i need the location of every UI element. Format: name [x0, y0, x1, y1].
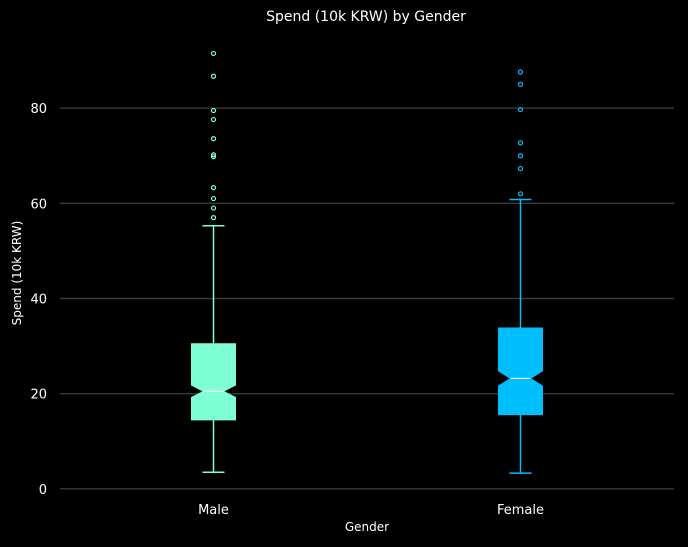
outlier-point [210, 205, 217, 211]
outlier-point [517, 165, 524, 172]
outlier-point [210, 116, 217, 123]
x-tick-label: Female [497, 503, 544, 518]
outlier-point [210, 154, 217, 160]
box-female [498, 69, 543, 474]
outlier-point [517, 140, 524, 146]
outlier-point [210, 73, 217, 79]
outlier-point [517, 191, 524, 197]
y-tick-label: 0 [39, 483, 47, 498]
box-body [498, 327, 543, 416]
chart-title: Spend (10k KRW) by Gender [266, 9, 466, 25]
box-body [191, 343, 236, 421]
box-series [191, 50, 543, 474]
y-axis-label: Spend (10k KRW) [10, 221, 24, 326]
outlier-point [210, 107, 217, 114]
x-axis-label: Gender [345, 520, 389, 534]
outlier-point [210, 195, 217, 202]
outlier-point [210, 152, 217, 158]
box-male [191, 50, 236, 473]
outlier-point [210, 215, 217, 221]
tick-labels: 0 20 40 60 80 Male Female [30, 102, 544, 518]
x-tick-label: Male [198, 503, 229, 518]
outlier-point [210, 136, 217, 142]
outlier-point [210, 185, 217, 191]
outlier-point [517, 69, 524, 75]
outlier-point [210, 50, 217, 57]
y-tick-label: 60 [30, 197, 47, 212]
outlier-point [517, 106, 524, 113]
grid-lines [60, 107, 674, 490]
outlier-point [517, 153, 524, 159]
y-tick-label: 40 [30, 293, 47, 308]
y-tick-label: 20 [30, 388, 47, 403]
y-tick-label: 80 [30, 102, 47, 117]
outlier-point [517, 81, 524, 87]
